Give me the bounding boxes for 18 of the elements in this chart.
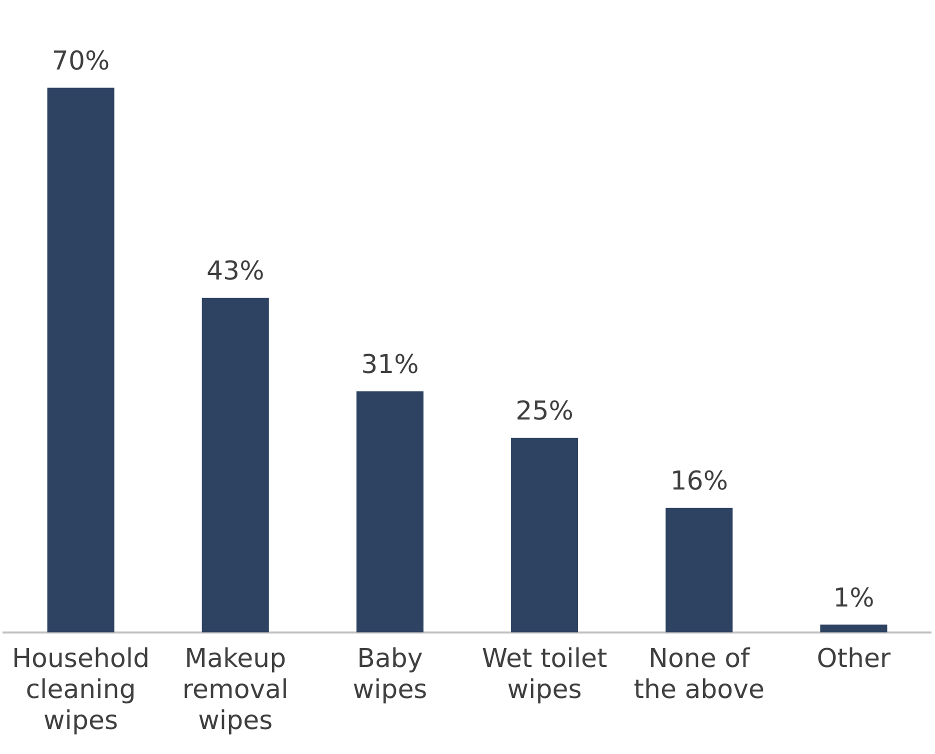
x-tick-label: Other bbox=[816, 644, 891, 674]
data-label: 70% bbox=[52, 46, 110, 77]
x-tick-label: Wet toilet wipes bbox=[482, 644, 608, 705]
x-tick-label: Makeup removal wipes bbox=[182, 644, 288, 736]
bar bbox=[820, 624, 888, 632]
bar bbox=[666, 508, 733, 632]
data-label: 25% bbox=[516, 396, 574, 427]
data-label: 43% bbox=[206, 256, 264, 287]
bar bbox=[202, 298, 269, 632]
data-label: 31% bbox=[361, 350, 419, 380]
data-label: 1% bbox=[833, 583, 874, 614]
x-tick-label: None of the above bbox=[634, 644, 764, 705]
bar bbox=[356, 391, 424, 632]
x-tick-label: Household cleaning wipes bbox=[12, 644, 150, 736]
x-tick-label: Baby wipes bbox=[352, 644, 428, 705]
data-label: 16% bbox=[670, 466, 728, 497]
bar bbox=[47, 88, 114, 632]
bar bbox=[511, 438, 578, 632]
